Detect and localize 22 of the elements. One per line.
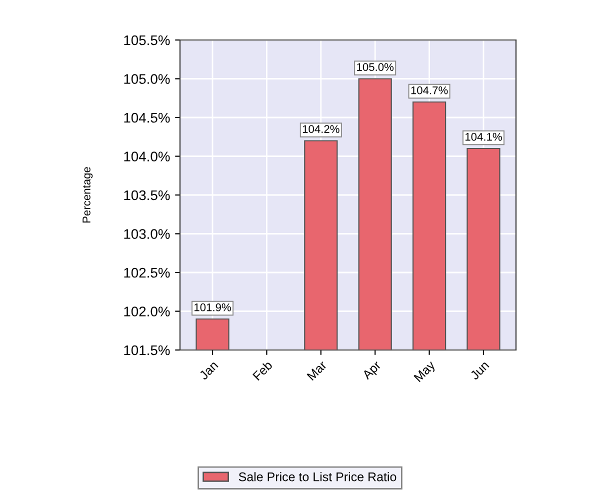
y-tick-label: 103.0% [124, 229, 170, 239]
x-tick-label: Apr [362, 360, 384, 382]
y-tick-label: 105.0% [124, 74, 170, 84]
y-tick-label: 104.0% [124, 152, 170, 162]
y-tick-label: 102.5% [124, 268, 170, 278]
y-tick-label: 103.5% [124, 190, 170, 200]
data-label: 104.2% [302, 125, 340, 133]
x-tick-label: Mar [306, 360, 328, 381]
data-label: 105.0% [357, 63, 394, 71]
x-tick-label: Jan [198, 360, 218, 380]
data-label: 104.1% [465, 132, 502, 141]
legend-label: Sale Price to List Price Ratio [238, 472, 396, 482]
y-axis-title: Percentage [82, 167, 93, 222]
y-tick-label: 104.5% [124, 112, 170, 123]
data-label: 104.7% [411, 86, 448, 94]
y-tick-label: 105.5% [124, 35, 170, 46]
data-label: 101.9% [194, 303, 231, 312]
y-tick-label: 102.0% [124, 306, 170, 316]
x-tick-label: Jun [470, 360, 490, 380]
x-tick-label: May [414, 360, 438, 384]
y-tick-label: 101.5% [124, 345, 170, 356]
x-tick-label: Feb [252, 360, 273, 381]
